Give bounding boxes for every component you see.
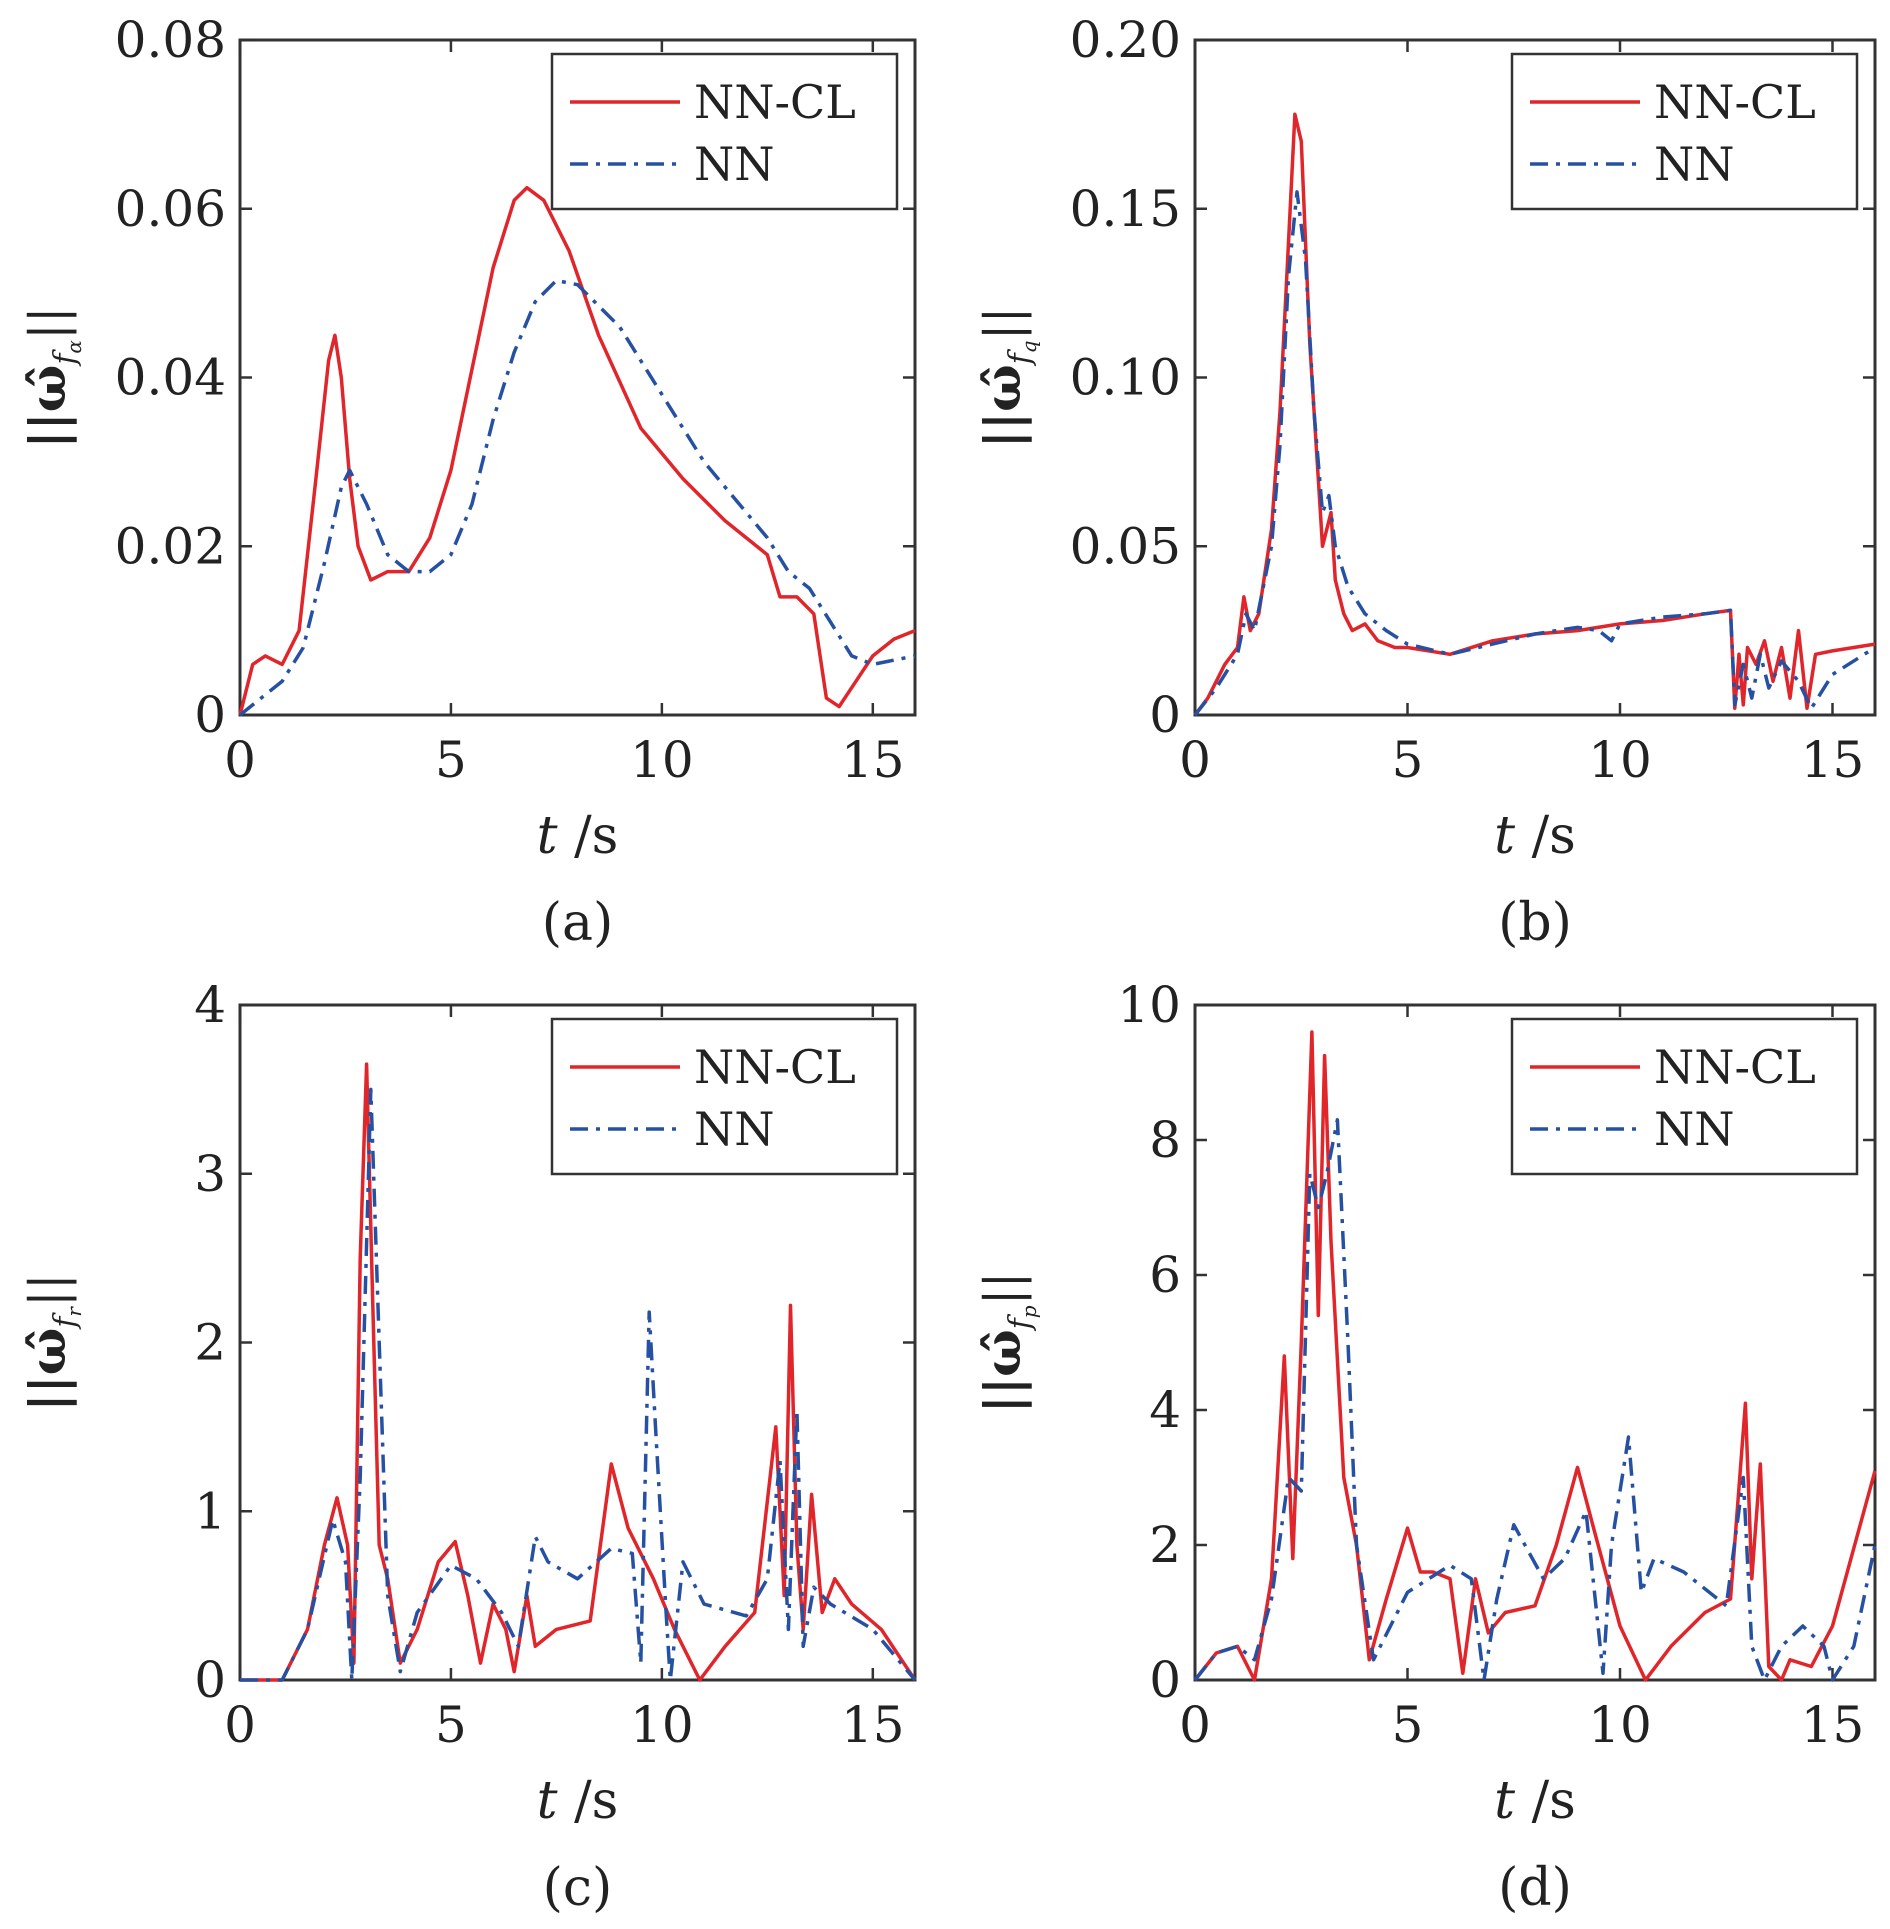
y-tick-label: 8: [1149, 1111, 1181, 1169]
legend-label: NN-CL: [694, 1040, 856, 1094]
panel-d: 0 5 10 15 0 2 4 6 8 10 NN-CL NN t /s ||ω̂fp|| (d): [973, 976, 1877, 1918]
panel-c: 0 5 10 15 0 1 2 3 4 NN-CL NN t /s ||ω̂fr|| (c): [18, 976, 917, 1918]
y-tick-label: 4: [194, 976, 226, 1034]
y-tick-label: 10: [1117, 976, 1181, 1034]
y-tick-label: 0.20: [1070, 11, 1181, 69]
y-axis-symbol: ||ω̂: [18, 365, 78, 449]
x-tick-label: 10: [630, 731, 694, 789]
y-axis-subsubscript: q: [1017, 340, 1041, 353]
x-axis-unit: /s: [1532, 806, 1576, 866]
legend-box: [550, 1017, 899, 1176]
x-tick-label: 10: [1588, 1696, 1652, 1754]
legend-box: [1510, 1017, 1859, 1176]
legend-label: NN: [694, 137, 775, 191]
panel-caption: (b): [1498, 893, 1572, 953]
x-tick-label: 10: [1588, 731, 1652, 789]
x-tick-label: 5: [1392, 1696, 1424, 1754]
x-axis-label: t /s: [537, 806, 619, 866]
y-axis-symbol: ||ω̂: [973, 364, 1033, 448]
y-axis-subsubscript: p: [1017, 1305, 1041, 1318]
y-tick-label: 0.15: [1070, 180, 1181, 238]
series-line-nn: [1193, 1118, 1877, 1682]
legend-label: NN-CL: [1654, 1040, 1816, 1094]
y-tick-label: 0.06: [115, 180, 226, 238]
x-tick-label: 0: [1179, 1696, 1211, 1754]
panel-caption: (c): [543, 1858, 613, 1918]
y-tick-label: 0: [194, 686, 226, 744]
y-axis-subsubscript: r: [62, 1306, 86, 1317]
series-line-nn: [1193, 190, 1876, 717]
x-tick-label: 10: [630, 1696, 694, 1754]
panel-a: 0 5 10 15 0 0.02 0.04 0.06 0.08 NN-CL NN t /s ||ω̂fα…: [18, 11, 917, 953]
y-tick-label: 0: [1149, 686, 1181, 744]
x-tick-label: 0: [224, 1696, 256, 1754]
x-tick-label: 15: [1801, 1696, 1865, 1754]
x-axis-unit: /s: [574, 1771, 618, 1831]
x-tick-label: 15: [1801, 731, 1865, 789]
y-tick-label: 0.10: [1070, 349, 1181, 407]
x-axis-unit: /s: [1532, 1771, 1576, 1831]
y-tick-label: 2: [194, 1314, 226, 1372]
series-line-nn: [240, 1087, 917, 1682]
series-line-nn: [238, 278, 916, 717]
plot-frame: [1193, 1003, 1877, 1682]
legend-label: NN-CL: [1654, 75, 1816, 129]
x-tick-label: 15: [841, 1696, 905, 1754]
y-tick-label: 6: [1149, 1246, 1181, 1304]
y-axis-symbol: ||ω̂: [973, 1329, 1033, 1413]
y-axis-norm-close: ||: [19, 306, 77, 340]
legend-label: NN-CL: [694, 75, 856, 129]
y-tick-label: 3: [194, 1145, 226, 1203]
y-axis-norm-close: ||: [974, 307, 1032, 341]
x-axis-label: t /s: [1494, 1771, 1576, 1831]
y-axis-norm-close: ||: [974, 1272, 1032, 1306]
legend-label: NN: [1654, 1102, 1735, 1156]
series-line-nn-cl: [1193, 1030, 1877, 1682]
x-tick-label: 15: [841, 731, 905, 789]
panel-caption: (a): [542, 893, 614, 953]
legend-label: NN: [694, 1102, 775, 1156]
y-tick-label: 0.05: [1070, 517, 1181, 575]
y-tick-label: 0.02: [115, 517, 226, 575]
x-tick-label: 5: [435, 731, 467, 789]
x-tick-label: 5: [1392, 731, 1424, 789]
series-line-nn-cl: [1193, 112, 1876, 717]
x-tick-label: 0: [1179, 731, 1211, 789]
x-axis-unit: /s: [574, 806, 618, 866]
y-tick-label: 0.04: [115, 349, 226, 407]
y-axis-label: ||ω̂fq||: [973, 307, 1041, 449]
y-axis-symbol: ||ω̂: [18, 1328, 78, 1412]
panel-b: 0 5 10 15 0 0.05 0.10 0.15 0.20 NN-CL NN t /s ||ω̂fq…: [973, 11, 1877, 953]
x-tick-label: 0: [224, 731, 256, 789]
panel-caption: (d): [1498, 1858, 1572, 1918]
x-axis-variable: t: [537, 1771, 574, 1831]
x-axis-variable: t: [1494, 1771, 1531, 1831]
y-axis-label: ||ω̂fr||: [18, 1273, 86, 1411]
y-tick-label: 1: [194, 1482, 226, 1540]
y-tick-label: 4: [1149, 1381, 1181, 1439]
y-axis-subsubscript: α: [62, 340, 86, 354]
y-tick-label: 0.08: [115, 11, 226, 69]
x-axis-label: t /s: [537, 1771, 619, 1831]
legend-box: [1510, 52, 1859, 211]
y-tick-label: 2: [1149, 1516, 1181, 1574]
y-tick-label: 0: [1149, 1651, 1181, 1709]
series-line-nn-cl: [238, 185, 916, 716]
y-axis-norm-close: ||: [19, 1273, 77, 1307]
y-tick-label: 0: [194, 1651, 226, 1709]
y-axis-label: ||ω̂fα||: [18, 306, 86, 448]
legend-box: [550, 52, 899, 211]
x-axis-variable: t: [537, 806, 574, 866]
x-tick-label: 5: [435, 1696, 467, 1754]
x-axis-variable: t: [1494, 806, 1531, 866]
x-axis-label: t /s: [1494, 806, 1576, 866]
legend-label: NN: [1654, 137, 1735, 191]
y-axis-label: ||ω̂fp||: [973, 1272, 1041, 1414]
